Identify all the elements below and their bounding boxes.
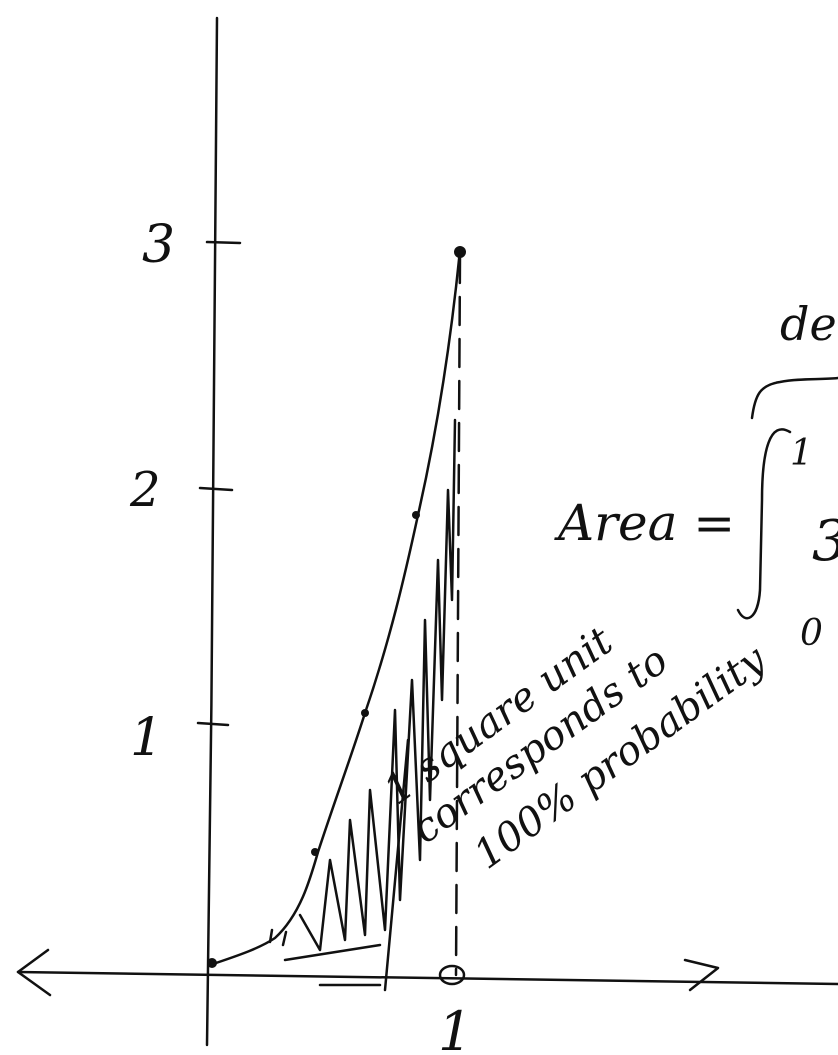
- y-label: 1: [130, 708, 163, 768]
- y-label: 2: [129, 462, 161, 518]
- x-axis: [18, 972, 838, 984]
- upper-limit: 1: [790, 433, 813, 474]
- integral-sign: [738, 429, 790, 618]
- dashed-line: [456, 255, 460, 975]
- points: [207, 246, 466, 968]
- y-tick: [200, 488, 232, 490]
- page: {"axes": {"y_labels": ["3", "2", "1"], "…: [0, 0, 838, 1055]
- x-tick: [440, 966, 464, 984]
- right-arrow: [685, 960, 718, 990]
- y-label: 3: [142, 215, 175, 275]
- formula-note: de: [780, 297, 837, 351]
- brace: [752, 378, 838, 418]
- shading: [270, 420, 455, 985]
- integrand: 3: [812, 509, 838, 574]
- x-label: 1: [438, 1000, 472, 1055]
- y-tick: [198, 723, 228, 725]
- y-axis: [207, 18, 217, 1045]
- sketch: 3 2 1 1 Area = 1 0 3 de 1 square unit co…: [0, 0, 838, 1055]
- curve: [210, 250, 460, 965]
- y-tick: [207, 242, 240, 243]
- lower-limit: 0: [800, 613, 823, 654]
- formula-lhs: Area =: [554, 494, 735, 552]
